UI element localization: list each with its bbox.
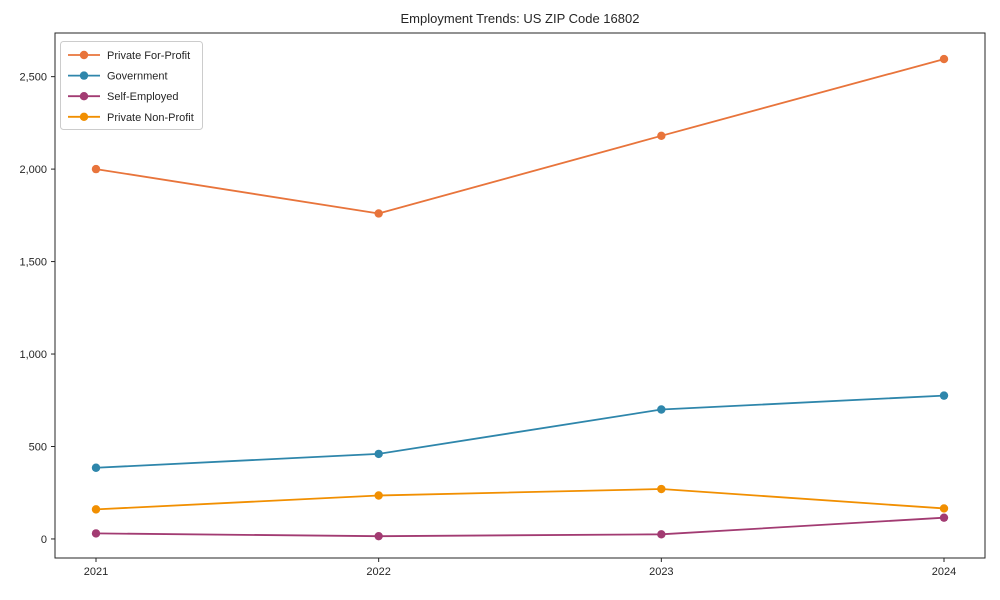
legend: Private For-Profit Government Self-Employe… [60,41,203,130]
legend-marker-icon [79,71,89,80]
legend-marker-icon [79,112,89,122]
series-line-private-for-profit [95,58,945,215]
legend-label: Self-Employed [107,91,179,103]
y-tick-label: 2,500 [19,72,47,84]
legend-box [60,41,203,130]
data-point [91,505,101,514]
data-point [374,491,383,500]
chart-title: Employment Trends: US ZIP Code 16802 [400,11,640,26]
data-point [939,504,949,513]
legend-item-private-non-profit: Private Non-Profit [68,112,194,124]
data-point [374,449,383,459]
legend-item-government: Government [68,71,168,83]
data-point [657,131,666,141]
data-point [91,164,101,174]
data-point [374,209,383,218]
y-tick-label: 1,500 [19,257,47,269]
data-point [657,484,666,494]
data-point [939,54,949,64]
data-point [91,529,101,538]
legend-label: Private For-Profit [107,50,190,62]
y-tick-label: 2,000 [19,164,47,176]
legend-marker-icon [79,50,89,60]
y-tick-label: 1,000 [19,349,47,361]
x-tick-label: 2022 [366,566,390,578]
x-tick-label: 2021 [84,566,108,578]
series-line-private-non-profit [95,488,945,511]
data-point [939,391,949,400]
legend-item-private-for-profit: Private For-Profit [68,50,190,62]
series-line-self-employed [95,516,945,538]
data-point [657,530,666,539]
x-tick-label: 2024 [932,566,956,578]
plot-frame [54,32,986,559]
series-line-government [95,394,945,469]
series-government [91,391,949,472]
legend-label: Private Non-Profit [107,112,194,124]
data-point [939,513,949,522]
series-private-non-profit [91,484,949,514]
y-tick-label: 0 [41,534,47,546]
data-point [657,405,666,414]
series-self-employed [91,513,949,541]
legend-marker-icon [79,92,89,101]
legend-item-self-employed: Self-Employed [68,91,179,103]
x-tick-label: 2023 [649,566,673,578]
data-point [374,531,383,541]
data-point [91,463,101,472]
y-tick-label: 500 [29,441,47,453]
legend-label: Government [107,71,168,83]
series-private-for-profit [91,54,949,218]
